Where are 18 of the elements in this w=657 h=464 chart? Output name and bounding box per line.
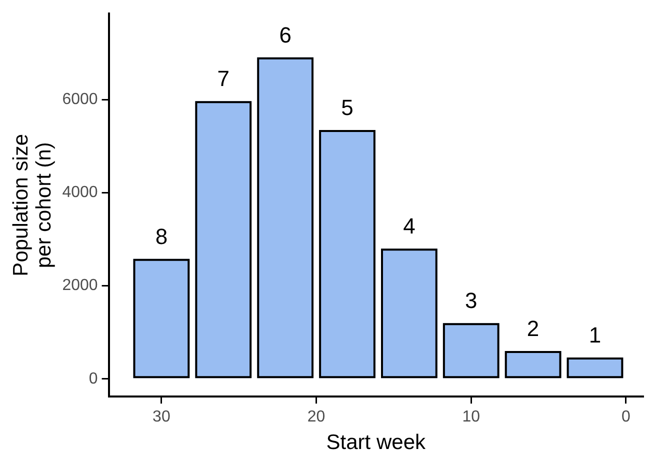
- annotation: 4: [403, 214, 416, 239]
- y-tick-label: 0: [88, 370, 98, 388]
- y-tick-label: 2000: [62, 277, 98, 294]
- x-tick-label: 30: [152, 408, 170, 426]
- annotation: 2: [526, 316, 540, 342]
- x-axis-title: Start week: [326, 431, 426, 454]
- annotation: 6: [279, 22, 292, 48]
- x-tick-label: 0: [622, 408, 631, 426]
- annotation: 7: [217, 66, 230, 92]
- annotation: 5: [341, 95, 354, 120]
- x-tick-label: 10: [462, 408, 480, 426]
- annotation: 3: [465, 288, 478, 314]
- y-tick-label: 4000: [62, 184, 98, 202]
- y-axis-title: Population size per cohort (n): [9, 134, 56, 276]
- annotation: 8: [155, 224, 168, 249]
- x-tick-label: 20: [307, 408, 326, 426]
- y-tick-label: 6000: [62, 91, 98, 108]
- annotation: 1: [588, 322, 602, 348]
